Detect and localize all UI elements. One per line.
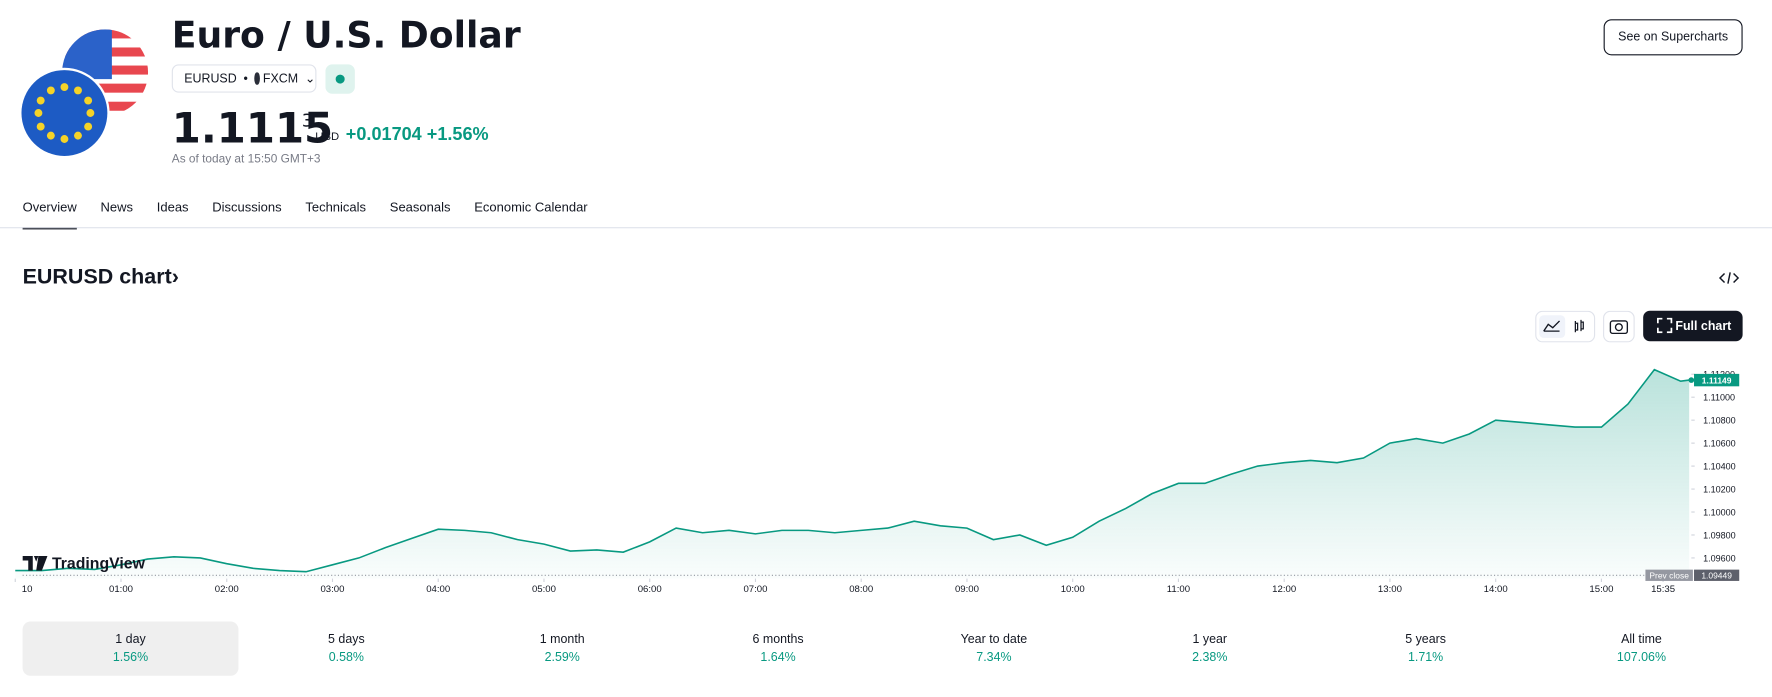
logo-text: TradingView [51, 553, 145, 572]
exchange: FXCM [262, 71, 299, 86]
x-tick-label: 11:00 [1167, 584, 1190, 595]
last-price-dot [1688, 377, 1695, 383]
x-tick-label: 13:00 [1378, 584, 1402, 595]
period[interactable]: All time 107.06% [1534, 622, 1750, 676]
period-label: 1 year [1192, 632, 1228, 647]
y-tick-label: 1.10600 [1703, 439, 1736, 449]
embed-icon[interactable] [1718, 269, 1740, 287]
symbol-selector[interactable]: EURUSD • FXCM ⌄ [171, 64, 317, 93]
period-change: 2.38% [1192, 650, 1228, 665]
x-tick-label: 10 [22, 584, 33, 595]
currency: USD [315, 131, 340, 144]
full-chart-button[interactable]: Full chart [1643, 310, 1743, 342]
tab[interactable]: Seasonals [389, 201, 451, 215]
symbol: EURUSD [184, 71, 237, 86]
x-tick-label: 15:35 [1651, 584, 1675, 595]
x-tick-label: 02:00 [215, 584, 239, 595]
x-tick-label: 12:00 [1272, 584, 1296, 595]
y-tick-label: 1.10400 [1703, 461, 1736, 471]
fullscreen-icon [1657, 317, 1673, 334]
tab[interactable]: Economic Calendar [474, 201, 588, 215]
supercharts-button[interactable]: See on Supercharts [1603, 19, 1743, 56]
section-title-text[interactable]: EURUSD chart [22, 265, 172, 290]
period-change: 0.58% [328, 650, 364, 665]
tab[interactable]: News [100, 201, 134, 215]
period-change: 2.59% [544, 650, 580, 665]
last-price-label: 1.11149 [1702, 375, 1732, 385]
tab[interactable]: Technicals [305, 201, 367, 215]
divider [0, 227, 1772, 229]
market-status[interactable] [325, 64, 355, 94]
y-tick-label: 1.10000 [1703, 507, 1736, 517]
period[interactable]: 1 day 1.56% [22, 621, 239, 676]
flag-icon [19, 29, 149, 159]
period[interactable]: Year to date 7.34% [886, 622, 1102, 676]
y-tick-label: 1.09800 [1703, 530, 1736, 540]
prev-close-value: 1.09449 [1701, 571, 1732, 581]
tab[interactable]: Discussions [212, 201, 282, 215]
y-tick-label: 1.11000 [1703, 393, 1735, 403]
last-price-tag [1694, 373, 1740, 387]
x-tick-label: 09:00 [955, 584, 979, 595]
x-tick-label: 14:00 [1484, 584, 1508, 595]
period[interactable]: 5 years 1.71% [1318, 622, 1534, 676]
period-label: 5 days [328, 632, 365, 647]
chevron: ⌄ [304, 72, 316, 86]
price-superscript: 3 [301, 109, 314, 132]
separator: • [243, 71, 248, 86]
chart-tools [1535, 310, 1635, 343]
change-pct: +1.56% [426, 125, 489, 145]
period-label: Year to date [960, 632, 1028, 647]
period-label: All time [1621, 632, 1662, 647]
exchange-logo [254, 72, 260, 85]
prev-close-value-tag [1694, 569, 1740, 581]
period-change: 1.64% [760, 650, 796, 665]
y-tick-label: 1.10200 [1703, 484, 1736, 494]
prev-close-tag [1645, 569, 1693, 581]
snapshot-button[interactable] [1603, 310, 1635, 343]
period-label: 6 months [752, 632, 804, 647]
x-tick-label: 05:00 [532, 584, 556, 595]
y-tick-label: 1.10800 [1703, 416, 1736, 426]
x-tick-label: 01:00 [109, 584, 133, 595]
x-tick-label: 03:00 [320, 584, 344, 595]
title: Euro / U.S. Dollar [171, 13, 521, 57]
price-change: +0.01704 +1.56% [346, 125, 489, 145]
tv-mark [22, 555, 48, 571]
tradingview-logo: TradingView [22, 553, 145, 572]
x-tick-label: 07:00 [743, 584, 767, 595]
change: +0.01704 [345, 125, 422, 145]
y-tick-label: 1.09600 [1703, 553, 1736, 563]
period-change: 107.06% [1616, 650, 1667, 665]
candle-style-button[interactable] [1574, 319, 1584, 333]
x-tick-label: 10:00 [1061, 584, 1085, 595]
periods: 1 day 1.56% 5 days 0.58% 1 month 2.59% 6 month… [22, 621, 1750, 676]
period[interactable]: 5 days 0.58% [238, 622, 454, 676]
period-label: 1 month [539, 632, 585, 647]
section-title[interactable]: EURUSD chart› [22, 265, 179, 290]
x-tick-label: 06:00 [638, 584, 662, 595]
period-label: 5 years [1405, 632, 1447, 647]
as-of: As of today at 15:50 GMT+3 [171, 152, 321, 167]
area-fill [15, 369, 1690, 579]
period-change: 1.71% [1407, 650, 1444, 665]
period-label: 1 day [115, 632, 146, 647]
price: 1.1115 [171, 103, 334, 153]
period-change: 1.56% [112, 650, 149, 665]
period[interactable]: 6 months 1.64% [670, 622, 886, 676]
tab[interactable]: Overview [22, 201, 77, 230]
x-tick-label: 15:00 [1589, 584, 1613, 595]
price-line [15, 368, 1690, 573]
prev-close-label: Prev close [1649, 571, 1689, 581]
x-tick-label: 04:00 [426, 584, 450, 595]
period[interactable]: 1 month 2.59% [454, 622, 670, 676]
tabs: Overview News Ideas Discussions Technicals Se… [22, 201, 588, 230]
x-tick-label: 08:00 [849, 584, 873, 595]
period-change: 7.34% [976, 650, 1012, 665]
tab[interactable]: Ideas [156, 201, 189, 215]
period[interactable]: 1 year 2.38% [1102, 622, 1318, 676]
full-chart-label[interactable]: Full chart [1675, 319, 1732, 333]
